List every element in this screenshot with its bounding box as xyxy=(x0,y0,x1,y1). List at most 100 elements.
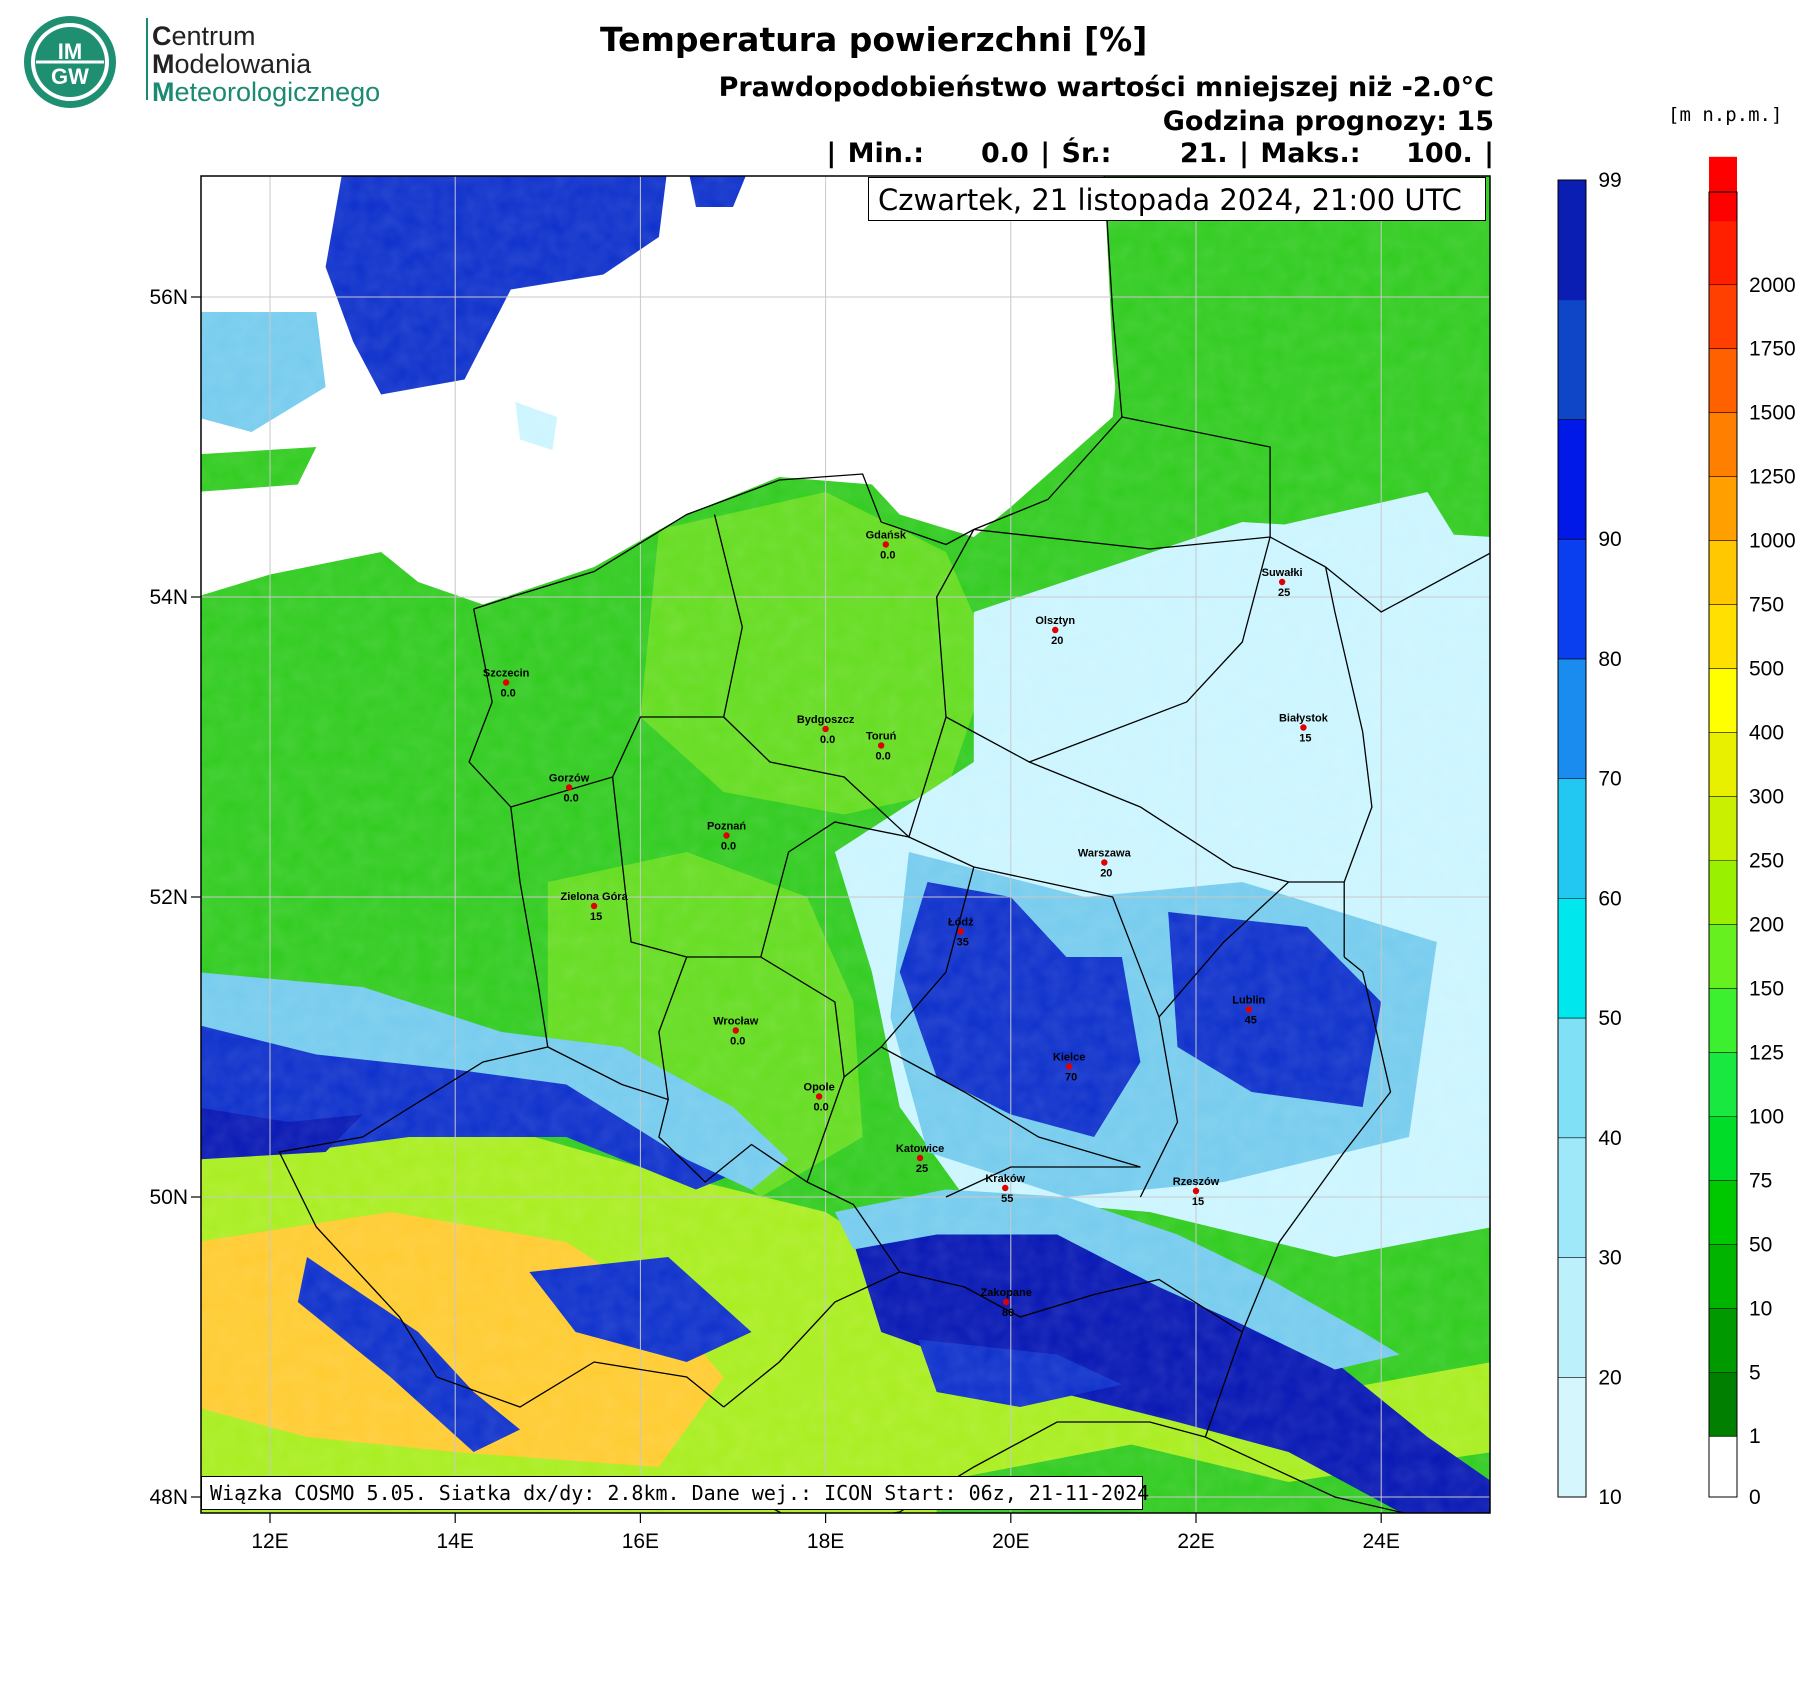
city-value: 0.0 xyxy=(813,1102,828,1114)
elev-colorbar-segment xyxy=(1709,1116,1737,1181)
city-name: Olsztyn xyxy=(1035,615,1075,627)
city-dot xyxy=(502,679,510,686)
prob-colorbar-segment xyxy=(1558,299,1586,420)
prob-colorbar-label: 20 xyxy=(1598,1366,1621,1389)
city-name: Toruń xyxy=(866,731,897,743)
elev-colorbar-segment xyxy=(1709,732,1737,798)
border-de-cz xyxy=(278,1046,548,1378)
city-name: Lublin xyxy=(1232,995,1265,1007)
prob-colorbar-label: 10 xyxy=(1598,1486,1621,1509)
elev-colorbar-segment xyxy=(1709,796,1737,861)
city-name: Bydgoszcz xyxy=(797,714,855,726)
city-dot xyxy=(882,541,889,548)
elev-colorbar-segment xyxy=(1709,412,1737,478)
city-marker: Kraków 55 xyxy=(985,1173,1025,1205)
city-dot xyxy=(590,902,598,910)
elevation-unit-label: [m n.p.m.] xyxy=(1668,104,1783,126)
city-name: Kielce xyxy=(1053,1052,1085,1064)
elev-colorbar-segment xyxy=(1709,348,1737,414)
elev-colorbar-label: 1750 xyxy=(1749,338,1796,361)
lat-label: 50N xyxy=(149,1186,188,1209)
prob-colorbar-label: 90 xyxy=(1598,528,1621,551)
city-name: Łódź xyxy=(948,917,974,929)
border-sk-hu xyxy=(723,1421,1206,1513)
city-marker: Wrocław 0.0 xyxy=(713,1016,758,1048)
border-ua-ro xyxy=(1205,1436,1407,1513)
city-marker: Łódź 35 xyxy=(948,917,974,949)
elev-colorbar-segment xyxy=(1709,220,1737,286)
lon-label: 16E xyxy=(622,1530,659,1553)
city-name: Gorzów xyxy=(549,773,590,785)
elev-colorbar-segment xyxy=(1709,1308,1737,1373)
city-name: Zakopane xyxy=(980,1287,1031,1299)
city-markers: Gdańsk 0.0 Suwałki 25 Olsztyn 20 Szczecin 0.0 Bi… xyxy=(483,530,1329,1320)
prob-colorbar-segment xyxy=(1558,658,1586,780)
model-info-box: Wiązka COSMO 5.05. Siatka dx/dy: 2.8km. … xyxy=(201,1476,1149,1510)
elev-colorbar-label: 10 xyxy=(1749,1297,1772,1320)
city-dot xyxy=(1300,724,1307,731)
svg-text:GW: GW xyxy=(51,64,89,89)
city-marker: Białystok 15 xyxy=(1279,713,1329,745)
elev-colorbar-label: 150 xyxy=(1749,977,1784,1000)
city-value: 20 xyxy=(1100,868,1112,880)
border-sk-ua xyxy=(1204,1331,1243,1438)
elevation-colorbar: 0 1 5 10 50 75 100 125 150 200 250 300 400 500 750 1000… xyxy=(1708,156,1796,1509)
elev-colorbar-segment xyxy=(1709,284,1737,350)
voivodeship-2 xyxy=(510,716,724,808)
voivodeship-5 xyxy=(760,821,910,958)
prob-colorbar-label: 50 xyxy=(1598,1007,1621,1030)
border-lt-by xyxy=(1325,552,1490,613)
lon-label: 14E xyxy=(437,1530,474,1553)
svg-text:IM: IM xyxy=(58,39,82,64)
border-pl-by xyxy=(1324,566,1373,957)
city-name: Gdańsk xyxy=(866,530,907,542)
city-marker: Rzeszów 15 xyxy=(1173,1176,1220,1208)
border-lt xyxy=(1121,416,1271,537)
voivodeship-9 xyxy=(880,1046,1141,1168)
elev-colorbar-segment xyxy=(1709,1436,1737,1498)
elev-colorbar-segment xyxy=(1709,1052,1737,1117)
city-dot xyxy=(815,1093,823,1100)
elev-colorbar-segment xyxy=(1709,476,1737,542)
city-name: Suwałki xyxy=(1262,567,1303,579)
city-marker: Szczecin 0.0 xyxy=(483,668,530,700)
city-value: 35 xyxy=(957,937,969,949)
elev-colorbar-label: 1000 xyxy=(1749,530,1796,553)
city-name: Katowice xyxy=(896,1143,944,1155)
elev-colorbar-frame xyxy=(1708,191,1738,1498)
city-marker: Zielona Góra 15 xyxy=(560,891,628,923)
city-dot xyxy=(1278,578,1286,586)
prob-colorbar-segment xyxy=(1558,1137,1586,1259)
voivodeship-4 xyxy=(658,956,688,1100)
country-borders xyxy=(278,176,1490,1513)
map-frame xyxy=(200,175,1491,1514)
subtitle-threshold: Prawdopodobieństwo wartości mniejszej ni… xyxy=(718,72,1494,103)
city-value: 0.0 xyxy=(880,550,895,562)
elev-colorbar-label: 1500 xyxy=(1749,402,1796,425)
city-dot xyxy=(877,742,885,749)
elev-colorbar-label: 750 xyxy=(1749,594,1784,617)
elev-colorbar-segment xyxy=(1709,1244,1737,1309)
elev-colorbar-label: 1 xyxy=(1749,1425,1761,1448)
elev-colorbar-segment xyxy=(1709,1372,1737,1437)
city-marker: Kielce 70 xyxy=(1053,1052,1085,1084)
city-marker: Katowice 25 xyxy=(896,1143,944,1175)
elev-colorbar-segment xyxy=(1709,156,1737,222)
lat-label: 52N xyxy=(149,886,188,909)
lon-label: 18E xyxy=(807,1530,844,1553)
city-value: 25 xyxy=(916,1163,928,1175)
city-name: Opole xyxy=(804,1082,835,1094)
city-value: 15 xyxy=(590,911,602,923)
elev-colorbar-label: 100 xyxy=(1749,1105,1784,1128)
city-dot xyxy=(1101,859,1108,866)
city-marker: Olsztyn 20 xyxy=(1035,615,1075,647)
city-value: 0.0 xyxy=(500,688,515,700)
city-value: 25 xyxy=(1278,587,1290,599)
city-marker: Gorzów 0.0 xyxy=(549,773,590,805)
city-dot xyxy=(957,928,964,935)
prob-colorbar-label: 80 xyxy=(1598,648,1621,671)
city-name: Warszawa xyxy=(1078,848,1132,860)
city-marker: Opole 0.0 xyxy=(804,1082,835,1114)
prob-colorbar-label: 99 xyxy=(1598,169,1621,192)
